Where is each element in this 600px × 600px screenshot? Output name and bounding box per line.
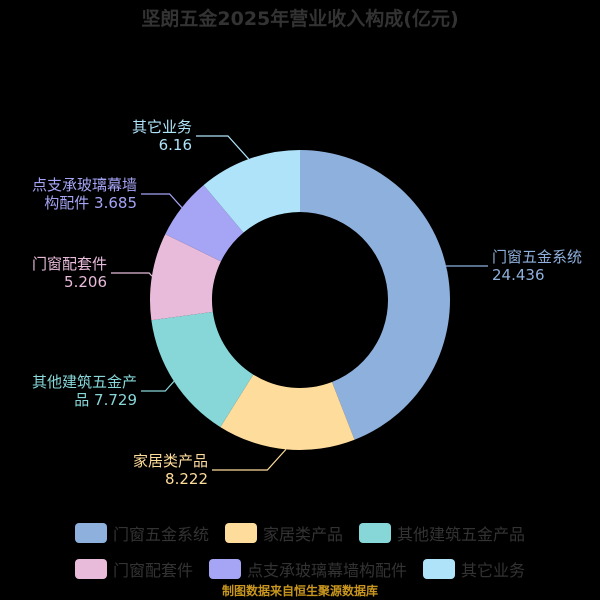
data-label-value: 24.436	[492, 266, 545, 284]
data-label-2: 其他建筑五金产品 7.729	[32, 373, 137, 409]
chart-title: 坚朗五金2025年营业收入构成(亿元)	[141, 8, 459, 30]
slice-1[interactable]	[220, 374, 355, 450]
data-label-category: 家居类产品	[132, 452, 208, 470]
data-label-value: 8.222	[165, 470, 208, 488]
legend-item[interactable]: 其他建筑五金产品	[359, 521, 525, 545]
legend-item[interactable]: 点支承玻璃幕墙构配件	[208, 557, 407, 581]
legend-swatch	[359, 523, 391, 543]
legend-item[interactable]: 门窗五金系统	[74, 521, 209, 545]
slice-4[interactable]	[165, 185, 244, 262]
legend-swatch	[423, 559, 455, 579]
data-label-category: 门窗配套件	[31, 255, 107, 273]
data-label-category: 其他建筑五金产	[31, 373, 137, 391]
data-label-4: 点支承玻璃幕墙 构配件 3.685	[32, 176, 137, 212]
slice-2[interactable]	[151, 311, 254, 428]
slice-0[interactable]	[300, 150, 450, 440]
legend-swatch	[224, 523, 257, 543]
data-label-3: 门窗配套件 5.206	[32, 255, 107, 291]
leader-line-3	[111, 272, 153, 277]
leader-line-2	[141, 380, 175, 392]
legend-label: 门窗五金系统	[112, 525, 209, 544]
data-label-0: 门窗五金系统 24.436	[492, 248, 582, 284]
data-label-category: 点支承玻璃幕墙	[31, 176, 137, 194]
slice-5[interactable]	[203, 150, 300, 233]
legend-label: 其它业务	[461, 561, 526, 580]
data-label-value: 品 7.729	[74, 391, 137, 409]
data-label-category: 门窗五金系统	[492, 248, 583, 266]
data-label-category: 其它业务	[131, 118, 192, 136]
source-note: 制图数据来自恒生聚源数据库	[221, 584, 378, 598]
leader-line-1	[212, 448, 287, 471]
legend: 门窗五金系统 家居类产品 其他建筑五金产品 门窗配套件 点支承玻璃幕墙构配件 其它业务	[0, 515, 600, 587]
legend-item[interactable]: 家居类产品	[224, 521, 343, 545]
data-label-value: 6.16	[158, 136, 192, 154]
legend-label: 其他建筑五金产品	[397, 525, 526, 544]
leader-line-0	[414, 265, 488, 273]
data-label-value: 5.206	[64, 273, 107, 291]
slice-3[interactable]	[150, 234, 221, 321]
leader-line-4	[141, 193, 183, 208]
data-label-1: 家居类产品 8.222	[133, 452, 208, 488]
legend-label: 门窗配套件	[112, 561, 193, 580]
legend-label: 家居类产品	[262, 525, 343, 544]
legend-swatch	[74, 559, 107, 579]
leader-line-5	[196, 135, 250, 160]
data-label-5: 其它业务 6.16	[132, 118, 192, 154]
data-label-value: 构配件 3.685	[44, 194, 137, 212]
legend-swatch	[74, 523, 107, 543]
legend-swatch	[208, 559, 241, 579]
legend-item[interactable]: 其它业务	[423, 557, 525, 581]
legend-item[interactable]: 门窗配套件	[74, 557, 193, 581]
legend-label: 点支承玻璃幕墙构配件	[246, 561, 407, 580]
